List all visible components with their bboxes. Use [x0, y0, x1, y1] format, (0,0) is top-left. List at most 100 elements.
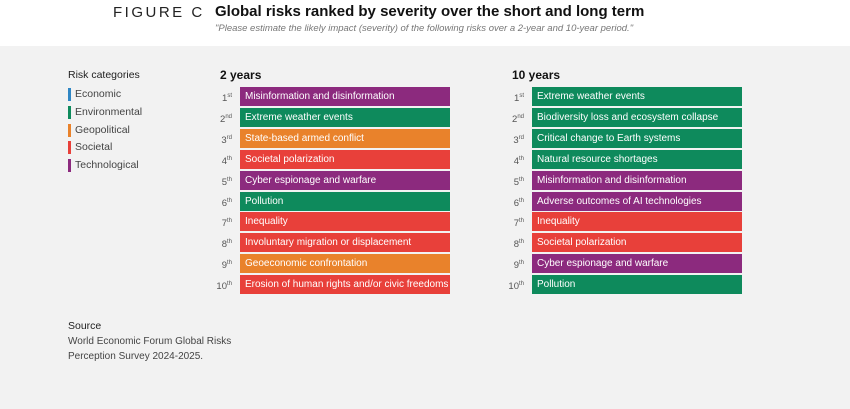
- subtitle: "Please estimate the likely impact (seve…: [215, 23, 634, 34]
- legend-label: Technological: [75, 159, 139, 172]
- source-line: World Economic Forum Global Risks: [68, 336, 232, 347]
- rank-suffix: nd: [517, 113, 524, 120]
- rank-suffix: th: [226, 176, 232, 183]
- legend-title: Risk categories: [68, 69, 140, 81]
- rank-suffix: th: [518, 218, 524, 225]
- rank-suffix: th: [226, 239, 232, 246]
- rank: 3rd: [208, 129, 232, 150]
- column-heading: 2 years: [220, 68, 262, 82]
- source-title: Source: [68, 320, 102, 332]
- risk-bar: Inequality: [240, 212, 450, 232]
- rank: 3rd: [500, 129, 524, 150]
- risk-bar: Cyber espionage and warfare: [240, 170, 450, 190]
- rank-suffix: th: [518, 155, 524, 162]
- risk-bar: Erosion of human rights and/or civic fre…: [240, 275, 450, 295]
- rank-number: 4: [513, 155, 519, 167]
- rank-number: 5: [221, 176, 227, 188]
- rank-number: 9: [513, 260, 519, 272]
- legend-swatch: [68, 105, 71, 119]
- rank-number: 4: [221, 155, 227, 167]
- rank-suffix: th: [518, 239, 524, 246]
- risk-bar: Inequality: [532, 212, 742, 232]
- rank-suffix: th: [226, 155, 232, 162]
- rank-number: 2: [220, 113, 226, 125]
- rank: 7th: [208, 212, 232, 233]
- rank-number: 9: [221, 260, 227, 272]
- risk-bar: Pollution: [532, 275, 742, 295]
- rank-number: 6: [221, 197, 227, 209]
- rank-suffix: th: [518, 197, 524, 204]
- rank: 5th: [500, 171, 524, 192]
- rank: 6th: [208, 192, 232, 213]
- rank-number: 1: [222, 93, 228, 104]
- rank-suffix: th: [226, 260, 232, 267]
- risk-bar: Critical change to Earth systems: [532, 128, 742, 148]
- legend-swatch: [68, 159, 71, 173]
- legend-label: Environmental: [75, 105, 143, 118]
- rank: 2nd: [500, 108, 524, 129]
- legend-swatch: [68, 123, 71, 137]
- risk-bar: Pollution: [240, 191, 450, 211]
- rank: 2nd: [208, 108, 232, 129]
- risk-bar: Natural resource shortages: [532, 149, 742, 169]
- risk-bar: Extreme weather events: [532, 87, 742, 106]
- rank: 10th: [208, 275, 232, 296]
- rank-suffix: th: [226, 218, 232, 225]
- rank-suffix: th: [518, 176, 524, 183]
- rank: 7th: [500, 212, 524, 233]
- rank-number: 3: [513, 134, 519, 146]
- legend-swatch: [68, 88, 71, 101]
- rank: 4th: [500, 150, 524, 171]
- risk-bar: Extreme weather events: [240, 107, 450, 127]
- risk-bar: Societal polarization: [532, 233, 742, 253]
- risk-bar: Geoeconomic confrontation: [240, 254, 450, 274]
- rank-number: 8: [513, 239, 519, 251]
- rank: 1st: [208, 87, 232, 108]
- legend-swatch: [68, 141, 71, 155]
- risk-bar: Adverse outcomes of AI technologies: [532, 191, 742, 211]
- risk-bar: State-based armed conflict: [240, 128, 450, 148]
- rank-suffix: nd: [225, 113, 232, 120]
- rank-number: 1: [514, 93, 520, 104]
- rank-number: 5: [513, 176, 519, 188]
- risk-bar: Misinformation and disinformation: [240, 87, 450, 106]
- rank-number: 2: [512, 113, 518, 125]
- rank-suffix: rd: [518, 134, 524, 141]
- rank: 10th: [500, 275, 524, 296]
- header-band: [0, 0, 850, 46]
- title: Global risks ranked by severity over the…: [215, 3, 645, 20]
- source-line: Perception Survey 2024-2025.: [68, 351, 204, 362]
- rank-number: 10: [508, 281, 519, 293]
- risk-bar: Biodiversity loss and ecosystem collapse: [532, 107, 742, 127]
- rank-number: 8: [221, 239, 227, 251]
- risk-bar: Societal polarization: [240, 149, 450, 169]
- rank-suffix: th: [518, 281, 524, 288]
- rank: 1st: [500, 87, 524, 108]
- rank-number: 10: [216, 281, 227, 293]
- rank: 6th: [500, 192, 524, 213]
- legend-label: Geopolitical: [75, 123, 130, 136]
- column-heading: 10 years: [512, 68, 561, 82]
- rank: 4th: [208, 150, 232, 171]
- rank-suffix: th: [518, 260, 524, 267]
- risk-bar: Involuntary migration or displacement: [240, 233, 450, 253]
- rank-number: 7: [221, 218, 227, 230]
- rank-suffix: st: [519, 93, 524, 99]
- rank-suffix: rd: [226, 134, 232, 141]
- rank: 9th: [208, 254, 232, 275]
- rank: 8th: [208, 233, 232, 254]
- rank: 8th: [500, 233, 524, 254]
- rank-number: 7: [513, 218, 519, 230]
- risk-bar: Misinformation and disinformation: [532, 170, 742, 190]
- rank-suffix: st: [227, 93, 232, 99]
- legend-label: Economic: [75, 88, 122, 100]
- rank-number: 6: [513, 197, 519, 209]
- rank-suffix: th: [226, 197, 232, 204]
- rank-suffix: th: [226, 281, 232, 288]
- rank: 5th: [208, 171, 232, 192]
- rank: 9th: [500, 254, 524, 275]
- figure-label: FIGURE C: [113, 4, 205, 21]
- risk-bar: Cyber espionage and warfare: [532, 254, 742, 274]
- rank-number: 3: [221, 134, 227, 146]
